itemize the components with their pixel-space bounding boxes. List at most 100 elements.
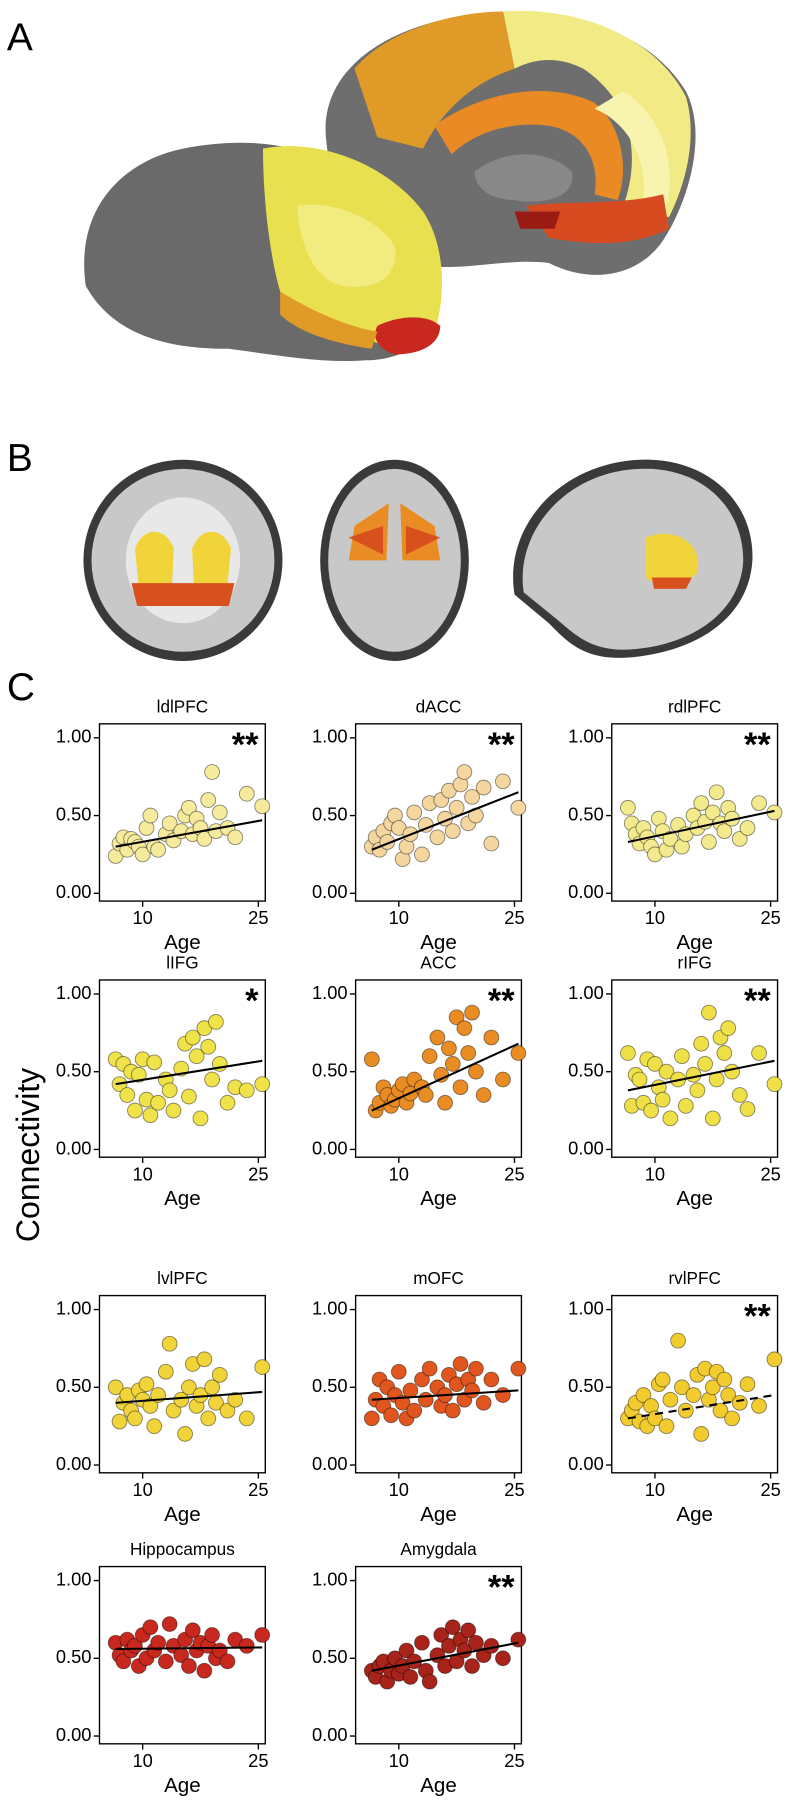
panel-label: A: [7, 16, 33, 59]
point: [448, 1009, 465, 1026]
chart-title: rIFG: [678, 953, 712, 973]
point: [704, 1110, 721, 1127]
point: [704, 804, 721, 821]
point: [204, 764, 220, 780]
scatter-plot: dACC 0.00 0.50 1.00 10 25 Age **: [312, 696, 527, 954]
point: [731, 830, 748, 847]
point: [677, 1098, 694, 1114]
point: [495, 1387, 511, 1403]
point: [766, 1076, 783, 1093]
point: [643, 1102, 659, 1119]
point: [456, 1020, 473, 1037]
x-tick-label: 25: [504, 1750, 524, 1771]
point: [219, 1094, 236, 1111]
point: [150, 841, 166, 858]
point: [452, 1079, 469, 1096]
point: [658, 1063, 675, 1080]
scatter-plot: Hippocampus 0.00 0.50 1.00 10 25 Age: [56, 1539, 271, 1797]
trend-line: [115, 1646, 263, 1651]
significance: **: [232, 726, 259, 764]
point: [429, 1029, 446, 1046]
x-tick-label: 10: [132, 1750, 152, 1771]
chart-title: dACC: [416, 696, 462, 716]
panel-label: B: [7, 437, 33, 480]
y-tick-label: 0.00: [312, 1137, 348, 1158]
point: [456, 764, 473, 780]
point: [227, 829, 244, 846]
chart-title: lIFG: [166, 953, 198, 973]
point: [444, 1056, 461, 1072]
x-axis-label: Age: [164, 1774, 201, 1797]
point: [161, 1616, 178, 1632]
point: [716, 1045, 733, 1061]
point: [142, 807, 159, 824]
point: [452, 1356, 469, 1372]
x-axis-label: Age: [420, 1774, 457, 1797]
x-tick-label: 10: [132, 907, 152, 928]
x-tick-label: 25: [248, 1163, 268, 1184]
y-tick-label: 0.00: [56, 1724, 92, 1745]
x-tick-label: 25: [504, 907, 524, 928]
trend-line: [627, 809, 775, 843]
y-tick-label: 1.00: [312, 726, 348, 747]
point: [751, 795, 767, 812]
point: [724, 1063, 740, 1080]
point: [138, 1376, 155, 1393]
point: [127, 1410, 143, 1427]
point: [254, 1359, 271, 1375]
scatter-plot: ACC 0.00 0.50 1.00 10 25 Age **: [312, 953, 527, 1210]
point: [181, 1379, 197, 1396]
point: [647, 1056, 663, 1072]
point: [254, 1076, 271, 1093]
x-tick-label: 25: [248, 1750, 268, 1771]
plot-frame: [611, 1294, 779, 1474]
point: [146, 1418, 163, 1435]
point: [433, 1627, 450, 1643]
point: [107, 1379, 124, 1396]
significance: *: [245, 982, 259, 1020]
point: [662, 830, 679, 847]
point: [658, 1418, 675, 1435]
point: [674, 1379, 690, 1396]
point: [444, 1619, 461, 1636]
x-tick-label: 10: [645, 1163, 665, 1184]
point: [181, 1658, 197, 1674]
point: [620, 1045, 636, 1061]
point: [697, 1056, 713, 1072]
x-tick-label: 10: [645, 1479, 665, 1500]
point: [468, 1360, 484, 1377]
point: [219, 1653, 236, 1670]
point: [731, 1087, 748, 1103]
significance: **: [488, 726, 515, 764]
point: [475, 1394, 492, 1411]
point: [685, 1066, 702, 1083]
point: [134, 846, 151, 863]
point: [510, 1045, 527, 1061]
point: [464, 1658, 480, 1674]
brain-axial: [320, 459, 469, 661]
trend-line: [115, 1390, 263, 1404]
trend-line: [371, 1389, 519, 1401]
y-tick-label: 0.50: [568, 803, 604, 824]
y-tick-label: 1.00: [312, 982, 348, 1003]
y-tick-label: 0.00: [312, 1724, 348, 1745]
point: [724, 1410, 740, 1427]
x-tick-label: 25: [760, 1479, 780, 1500]
point: [173, 1391, 190, 1408]
point: [414, 1634, 430, 1651]
point: [227, 1391, 244, 1408]
point: [150, 1634, 166, 1651]
point: [211, 804, 228, 821]
point: [464, 789, 480, 805]
point: [731, 1394, 748, 1411]
point: [670, 1332, 686, 1349]
scatter-plot: rvlPFC 0.00 0.50 1.00 10 25 Age **: [568, 1268, 783, 1526]
point: [414, 1371, 430, 1388]
point: [254, 798, 271, 815]
point: [674, 1048, 690, 1065]
plot-frame: [98, 1294, 266, 1474]
x-tick-label: 10: [645, 907, 665, 928]
point: [662, 1110, 679, 1127]
point: [662, 1391, 679, 1408]
point: [441, 1637, 457, 1654]
